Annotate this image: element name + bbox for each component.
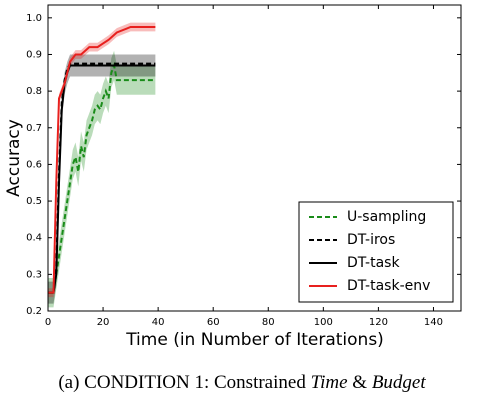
y-tick-label: 0.5 [26, 196, 42, 207]
line [48, 61, 156, 294]
y-axis-title: Accuracy [4, 119, 24, 197]
legend-label: DT-task [347, 255, 400, 271]
legend-label: DT-iros [347, 232, 395, 248]
y-tick-label: 0.7 [26, 123, 42, 134]
x-tick-label: 140 [424, 317, 443, 328]
x-tick-label: 120 [369, 317, 388, 328]
caption: (a) CONDITION 1: Constrained Time & Budg… [58, 372, 426, 393]
x-tick-label: 80 [262, 317, 275, 328]
x-tick-label: 100 [314, 317, 333, 328]
plot-frame [47, 4, 462, 312]
x-axis-title: Time (in Number of Iterations) [125, 330, 384, 350]
y-tick-label: 0.2 [26, 306, 42, 317]
caption-part: Budget [372, 372, 427, 393]
y-tick-label: 0.3 [26, 269, 42, 280]
x-tick-label: 40 [152, 317, 165, 328]
y-tick-label: 0.9 [26, 49, 42, 60]
x-tick-label: 60 [207, 317, 220, 328]
y-tick-label: 0.6 [26, 159, 42, 170]
y-tick-label: 0.4 [26, 233, 42, 244]
caption-part: Time [311, 372, 348, 393]
legend-label: DT-task-env [347, 278, 430, 294]
legend-label: U-sampling [347, 209, 426, 225]
line [48, 25, 156, 294]
x-tick-label: 20 [97, 317, 110, 328]
y-tick-label: 0.8 [26, 86, 42, 97]
x-tick-label: 0 [45, 317, 51, 328]
y-tick-label: 1.0 [26, 13, 42, 24]
caption-part: (a) CONDITION 1: Constrained [58, 372, 310, 393]
caption-part: & [348, 372, 372, 393]
